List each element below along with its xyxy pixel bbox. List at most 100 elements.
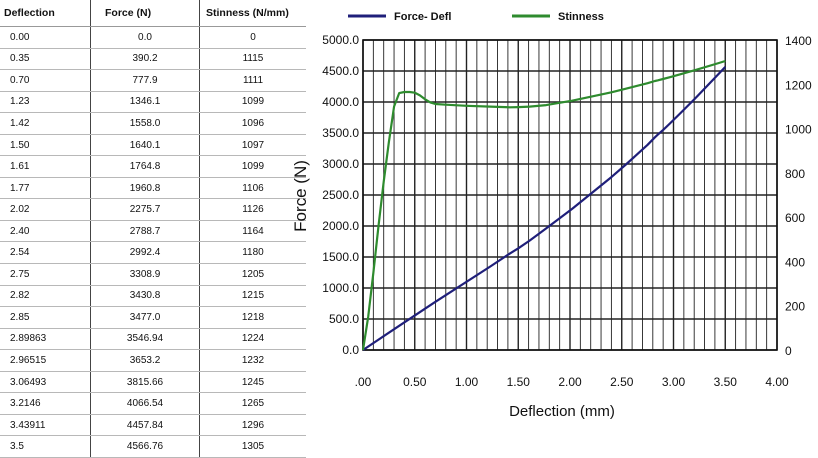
cell-deflection: 0.35 — [0, 48, 91, 71]
x-tick-label: .00 — [355, 375, 372, 389]
cell-force: 390.2 — [90, 48, 200, 71]
y2-tick-label: 400 — [785, 255, 805, 269]
cell-force: 0.0 — [90, 26, 200, 49]
y-tick-label: 4000.0 — [322, 95, 359, 109]
cell-deflection: 2.54 — [0, 241, 91, 265]
cell-force: 1960.8 — [90, 177, 200, 200]
y-tick-label: 5000.0 — [322, 33, 359, 47]
table-row: 1.42 1558.0 1096 — [0, 112, 306, 135]
table-body: 0.00 0.0 0 0.35 390.2 1115 0.70 777.9 1111 1.23 13… — [0, 26, 306, 458]
table-row: 2.89863 3546.94 1224 — [0, 328, 306, 351]
cell-stiffness: 1232 — [199, 349, 306, 372]
cell-deflection: 1.77 — [0, 177, 91, 200]
cell-stiffness: 1180 — [199, 241, 306, 265]
series-line-stiffness — [361, 59, 726, 351]
chart: 0.0 500.0 1000.0 1500.0 2000.0 2500.0 3000.0 35… — [291, 11, 812, 420]
y-tick-label: 0.0 — [342, 343, 359, 357]
y-tick-label: 3000.0 — [322, 157, 359, 171]
y2-tick-label: 1000 — [785, 123, 812, 137]
cell-stiffness: 1205 — [199, 263, 306, 286]
y-tick-label: 4500.0 — [322, 64, 359, 78]
cell-deflection: 1.61 — [0, 155, 91, 178]
cell-force: 1346.1 — [90, 91, 200, 114]
cell-stiffness: 1164 — [199, 220, 306, 243]
header-stiffness: Stinness (N/mm) — [199, 0, 306, 27]
table-row: 0.35 390.2 1115 — [0, 48, 306, 71]
y-tick-label: 1000.0 — [322, 281, 359, 295]
table-row: 2.82 3430.8 1215 — [0, 285, 306, 308]
cell-deflection: 2.89863 — [0, 328, 91, 351]
cell-force: 777.9 — [90, 69, 200, 92]
table-row: 2.75 3308.9 1205 — [0, 263, 306, 286]
x-axis-title: Deflection (mm) — [509, 403, 615, 420]
plot-frame — [362, 39, 778, 351]
table-row: 2.96515 3653.2 1232 — [0, 349, 306, 372]
x-tick-label: 3.50 — [714, 375, 738, 389]
cell-stiffness: 1245 — [199, 371, 306, 394]
table-row: 3.06493 3815.66 1245 — [0, 371, 306, 394]
y2-tick-label: 200 — [785, 300, 805, 314]
cell-deflection: 2.96515 — [0, 349, 91, 372]
cell-deflection: 2.02 — [0, 198, 91, 221]
cell-force: 4457.84 — [90, 414, 200, 437]
y-axis-title: Force (N) — [291, 160, 310, 232]
cell-stiffness: 1224 — [199, 328, 306, 351]
table-row: 1.77 1960.8 1106 — [0, 177, 306, 200]
cell-deflection: 1.50 — [0, 134, 91, 157]
x-tick-label: 1.00 — [455, 375, 479, 389]
cell-force: 3308.9 — [90, 263, 200, 286]
cell-force: 3653.2 — [90, 349, 200, 372]
cell-force: 3546.94 — [90, 328, 200, 351]
x-tick-label: 2.00 — [558, 375, 582, 389]
cell-deflection: 2.40 — [0, 220, 91, 243]
cell-stiffness: 1265 — [199, 392, 306, 415]
cell-force: 3815.66 — [90, 371, 200, 394]
table-row: 0.00 0.0 0 — [0, 26, 306, 49]
cell-stiffness: 1111 — [199, 69, 306, 92]
cell-force: 3477.0 — [90, 306, 200, 329]
cell-deflection: 3.06493 — [0, 371, 91, 394]
cell-stiffness: 1099 — [199, 91, 306, 114]
x-tick-label: 4.00 — [765, 375, 789, 389]
cell-deflection: 1.23 — [0, 91, 91, 114]
y2-tick-label: 0 — [785, 344, 792, 358]
cell-deflection: 0.70 — [0, 69, 91, 92]
cell-stiffness: 1096 — [199, 112, 306, 135]
cell-deflection: 2.82 — [0, 285, 91, 308]
cell-force: 2788.7 — [90, 220, 200, 243]
series-line-force-deflection — [362, 66, 727, 351]
cell-force: 2992.4 — [90, 241, 200, 265]
y-tick-label: 1500.0 — [322, 250, 359, 264]
cell-force: 1764.8 — [90, 155, 200, 178]
table-row: 3.2146 4066.54 1265 — [0, 392, 306, 415]
table-row: 0.70 777.9 1111 — [0, 69, 306, 92]
cell-stiffness: 1097 — [199, 134, 306, 157]
cell-stiffness: 1126 — [199, 198, 306, 221]
cell-stiffness: 1115 — [199, 48, 306, 71]
y2-tick-label: 1400 — [785, 34, 812, 48]
table-row: 3.43911 4457.84 1296 — [0, 414, 306, 437]
table-row: 1.23 1346.1 1099 — [0, 91, 306, 114]
cell-stiffness: 1106 — [199, 177, 306, 200]
table-header-row: Deflection Force (N) Stinness (N/mm) — [0, 0, 306, 27]
y-tick-label: 500.0 — [329, 312, 359, 326]
x-tick-label: 2.50 — [610, 375, 634, 389]
cell-stiffness: 1296 — [199, 414, 306, 437]
cell-force: 3430.8 — [90, 285, 200, 308]
header-deflection: Deflection — [0, 0, 91, 27]
cell-force: 4066.54 — [90, 392, 200, 415]
data-table: Deflection Force (N) Stinness (N/mm) 0.0… — [0, 0, 306, 458]
x-tick-label: 1.50 — [507, 375, 531, 389]
y-tick-label: 2500.0 — [322, 188, 359, 202]
y2-tick-label: 1200 — [785, 78, 812, 92]
cell-force: 1558.0 — [90, 112, 200, 135]
y-tick-label: 3500.0 — [322, 126, 359, 140]
x-tick-label: 0.50 — [403, 375, 427, 389]
cell-stiffness: 1218 — [199, 306, 306, 329]
y2-tick-label: 600 — [785, 211, 805, 225]
cell-deflection: 3.43911 — [0, 414, 91, 437]
table-row: 2.40 2788.7 1164 — [0, 220, 306, 243]
cell-stiffness: 0 — [199, 26, 306, 49]
x-tick-label: 3.00 — [662, 375, 686, 389]
cell-force: 2275.7 — [90, 198, 200, 221]
